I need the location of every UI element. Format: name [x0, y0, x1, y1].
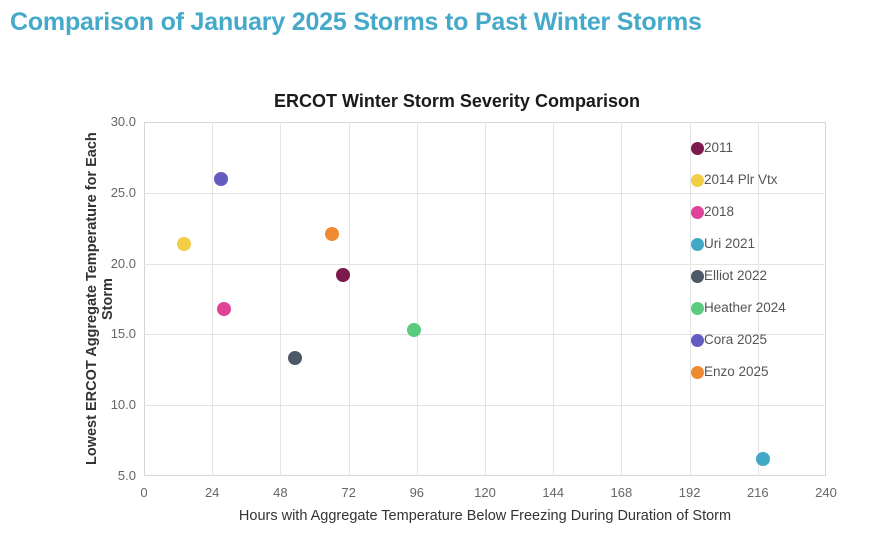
- legend-marker-icon: [691, 173, 704, 187]
- x-tick-label: 0: [140, 485, 148, 500]
- data-point-uri-2021: [756, 452, 771, 466]
- x-gridline: [348, 122, 350, 476]
- x-gridline: [621, 122, 623, 476]
- legend-item-2018: 2018: [691, 205, 786, 219]
- legend-label: Elliot 2022: [704, 268, 768, 283]
- legend-marker-icon: [691, 301, 704, 315]
- x-tick-label: 216: [746, 485, 769, 500]
- legend-label: 2018: [704, 204, 735, 219]
- x-tick-label: 192: [678, 485, 701, 500]
- legend-marker-icon: [691, 205, 704, 219]
- legend-item-uri-2021: Uri 2021: [691, 237, 786, 251]
- x-gridline: [553, 122, 555, 476]
- legend-item-2014-plr-vtx: 2014 Plr Vtx: [691, 173, 786, 187]
- y-tick-label: 10.0: [110, 397, 136, 413]
- x-tick-label: 144: [542, 485, 565, 500]
- x-tick-label: 168: [610, 485, 633, 500]
- y-tick-label: 20.0: [110, 255, 136, 271]
- legend: 2011 2014 Plr Vtx 2018 Uri 2021 Elliot 2022 H…: [691, 141, 786, 379]
- legend-marker-icon: [691, 141, 704, 155]
- legend-marker-icon: [691, 365, 704, 379]
- x-tick-label: 240: [815, 485, 837, 500]
- y-tick-label: 5.0: [117, 468, 136, 483]
- y-gridline: [144, 405, 826, 407]
- legend-item-heather-2024: Heather 2024: [691, 301, 786, 315]
- page-title: Comparison of January 2025 Storms to Pas…: [10, 8, 702, 36]
- legend-label: Heather 2024: [704, 300, 786, 315]
- legend-item-enzo-2025: Enzo 2025: [691, 365, 786, 379]
- legend-item-cora-2025: Cora 2025: [691, 333, 786, 347]
- y-axis-label: Lowest ERCOT Aggregate Temperature for E…: [84, 132, 116, 466]
- legend-marker-icon: [691, 237, 704, 251]
- y-gridline: [144, 334, 826, 336]
- data-point-enzo-2025: [324, 226, 339, 241]
- x-tick-label: 72: [341, 485, 356, 500]
- y-gridline: [144, 192, 826, 194]
- x-gridline: [689, 122, 691, 476]
- y-gridline: [144, 263, 826, 265]
- x-gridline: [416, 122, 418, 476]
- legend-label: 2011: [704, 140, 734, 155]
- x-gridline: [485, 122, 486, 476]
- legend-label: Uri 2021: [704, 236, 756, 251]
- data-point-2018: [216, 301, 231, 316]
- x-tick-label: 24: [204, 485, 220, 500]
- legend-item-2011: 2011: [691, 141, 786, 155]
- y-tick-label: 25.0: [110, 184, 136, 200]
- data-point-elliot-2022: [287, 351, 302, 366]
- x-gridline: [212, 122, 214, 476]
- x-tick-label: 120: [474, 485, 496, 500]
- legend-item-elliot-2022: Elliot 2022: [691, 269, 786, 283]
- legend-marker-icon: [691, 269, 704, 283]
- x-tick-label: 96: [409, 485, 425, 500]
- y-tick-label: 15.0: [110, 326, 136, 342]
- data-point-2011: [335, 267, 350, 282]
- x-tick-label: 48: [273, 485, 288, 500]
- legend-label: Cora 2025: [704, 332, 768, 347]
- chart-title: ERCOT Winter Storm Severity Comparison: [274, 91, 640, 111]
- y-tick-label: 30.0: [110, 114, 136, 129]
- legend-label: Enzo 2025: [704, 364, 769, 379]
- data-point-cora-2025: [213, 171, 228, 186]
- x-axis-label: Hours with Aggregate Temperature Below F…: [238, 508, 732, 524]
- data-point-2014-plr-vtx: [176, 236, 191, 251]
- legend-marker-icon: [691, 333, 704, 347]
- data-point-heather-2024: [406, 323, 421, 338]
- x-gridline: [280, 122, 282, 476]
- legend-label: 2014 Plr Vtx: [704, 172, 778, 187]
- x-gridline: [757, 122, 759, 476]
